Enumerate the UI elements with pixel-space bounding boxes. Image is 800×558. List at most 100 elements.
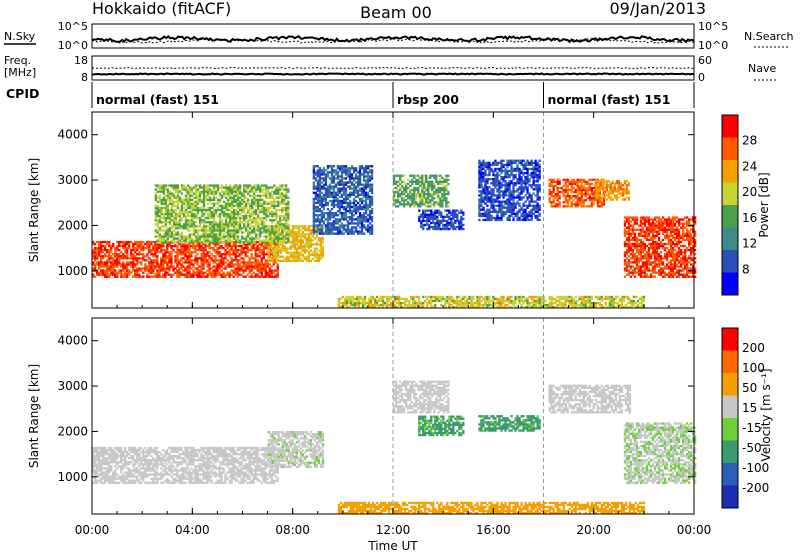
- echo-cell: [241, 257, 243, 259]
- echo-cell: [245, 261, 247, 263]
- echo-cell: [423, 183, 425, 185]
- echo-cell: [181, 203, 183, 205]
- echo-cell: [259, 211, 261, 213]
- echo-cell: [518, 188, 520, 190]
- echo-cell: [169, 209, 171, 211]
- echo-cell: [363, 214, 365, 216]
- echo-cell: [173, 223, 175, 225]
- echo-cell: [460, 210, 462, 212]
- echo-cell: [313, 177, 315, 179]
- echo-cell: [512, 186, 514, 188]
- echo-cell: [239, 240, 241, 242]
- echo-cell: [158, 276, 160, 278]
- echo-cell: [446, 224, 448, 226]
- echo-cell: [268, 256, 270, 258]
- echo-cell: [421, 185, 423, 187]
- echo-cell: [245, 251, 247, 253]
- echo-cell: [233, 223, 235, 225]
- echo-cell: [353, 198, 355, 200]
- echo-cell: [270, 258, 272, 260]
- echo-cell: [150, 261, 152, 263]
- echo-cell: [247, 221, 249, 223]
- echo-cell: [504, 203, 506, 205]
- echo-cell: [190, 253, 192, 255]
- echo-cell: [267, 197, 269, 199]
- echo-cell: [249, 261, 251, 263]
- echo-cell: [138, 274, 140, 276]
- noise-right-tick-bottom: 10^0: [698, 39, 728, 52]
- echo-cell: [333, 192, 335, 194]
- echo-cell: [175, 197, 177, 199]
- echo-cell: [239, 188, 241, 190]
- echo-cell: [265, 209, 267, 211]
- echo-cell: [259, 272, 261, 274]
- echo-cell: [331, 192, 333, 194]
- echo-cell: [222, 257, 224, 259]
- echo-cell: [224, 253, 226, 255]
- echo-cell: [158, 245, 160, 247]
- echo-cell: [279, 188, 281, 190]
- echo-cell: [235, 205, 237, 207]
- echo-cell: [239, 229, 241, 231]
- echo-cell: [181, 209, 183, 211]
- echo-cell: [112, 245, 114, 247]
- echo-cell: [409, 197, 411, 199]
- echo-cell: [510, 207, 512, 209]
- echo-cell: [174, 261, 176, 263]
- echo-cell: [462, 214, 464, 216]
- echo-cell: [359, 190, 361, 192]
- echo-cell: [273, 205, 275, 207]
- echo-cell: [494, 164, 496, 166]
- echo-cell: [239, 205, 241, 207]
- echo-cell: [490, 211, 492, 213]
- echo-cell: [480, 205, 482, 207]
- echo-cell: [255, 227, 257, 229]
- echo-cell: [134, 274, 136, 276]
- echo-cell: [403, 203, 405, 205]
- echo-cell: [510, 172, 512, 174]
- echo-cell: [110, 257, 112, 259]
- echo-cell: [329, 224, 331, 226]
- echo-cell: [247, 219, 249, 221]
- echo-cell: [539, 198, 541, 200]
- echo-cell: [347, 169, 349, 171]
- echo-cell: [199, 195, 201, 197]
- echo-cell: [241, 227, 243, 229]
- echo-cell: [162, 265, 164, 267]
- echo-cell: [210, 247, 212, 249]
- echo-cell: [407, 183, 409, 185]
- echo-cell: [296, 231, 298, 233]
- echo-cell: [235, 240, 237, 242]
- echo-cell: [202, 263, 204, 265]
- echo-cell: [425, 177, 427, 179]
- echo-cell: [520, 160, 522, 162]
- echo-cell: [247, 263, 249, 265]
- echo-cell: [359, 218, 361, 220]
- echo-cell: [300, 254, 302, 256]
- echo-cell: [259, 197, 261, 199]
- echo-cell: [486, 164, 488, 166]
- echo-cell: [194, 261, 196, 263]
- echo-cell: [405, 187, 407, 189]
- echo-cell: [333, 212, 335, 214]
- echo-cell: [315, 186, 317, 188]
- echo-cell: [162, 263, 164, 265]
- echo-cell: [516, 194, 518, 196]
- echo-cell: [187, 213, 189, 215]
- echo-cell: [140, 247, 142, 249]
- echo-cell: [351, 194, 353, 196]
- echo-cell: [287, 219, 289, 221]
- echo-cell: [175, 242, 177, 244]
- echo-cell: [171, 227, 173, 229]
- echo-cell: [310, 243, 312, 245]
- echo-cell: [124, 265, 126, 267]
- echo-cell: [211, 240, 213, 242]
- echo-cell: [255, 201, 257, 203]
- echo-cell: [138, 257, 140, 259]
- echo-cell: [171, 203, 173, 205]
- echo-cell: [156, 269, 158, 271]
- echo-cell: [130, 263, 132, 265]
- echo-cell: [146, 245, 148, 247]
- echo-cell: [486, 188, 488, 190]
- echo-cell: [100, 245, 102, 247]
